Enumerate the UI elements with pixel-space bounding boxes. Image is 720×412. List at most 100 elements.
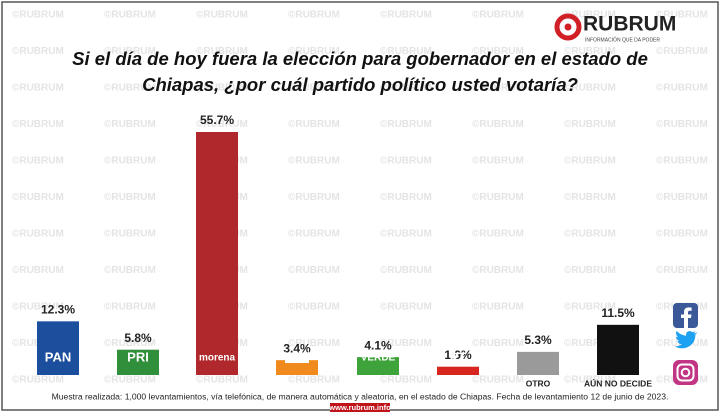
chart-title: Chiapas, ¿por cuál partido político uste… [142,74,578,95]
watermark: ©RUBRUM [656,229,708,240]
watermarks: ©RUBRUM ©RUBRUM ©RUBRUM ©RUBRUM ©RUBRUM ©RUBR… [12,10,708,386]
facebook-glyph [681,307,692,328]
watermark: ©RUBRUM [196,119,248,130]
value-label: 4.1% [364,338,392,352]
footnote: Muestra realizada: 1,000 levantamientos,… [52,391,669,401]
watermark: ©RUBRUM [12,156,64,167]
watermark: ©RUBRUM [380,375,432,386]
watermark: ©RUBRUM [288,229,340,240]
watermark: ©RUBRUM [288,302,340,313]
watermark: ©RUBRUM [564,10,616,21]
value-label: 55.7% [200,113,234,127]
watermark: ©RUBRUM [288,192,340,203]
watermark: ©RUBRUM [104,302,156,313]
watermark: ©RUBRUM [656,10,708,21]
brand-logo [554,13,582,41]
watermark: ©RUBRUM [564,229,616,240]
value-label: 5.3% [524,333,552,347]
watermark: ©RUBRUM [104,10,156,21]
category-label: morena [199,353,236,364]
url[interactable]: www.rubrum.info [328,403,391,412]
watermark: ©RUBRUM [472,302,524,313]
brand-name: RUBRUM [583,13,676,36]
watermark: ©RUBRUM [12,83,64,94]
watermark: ©RUBRUM [656,192,708,203]
watermark: ©RUBRUM [472,375,524,386]
watermark: ©RUBRUM [656,46,708,57]
bar-group: 3.4% [276,341,318,375]
social-icons [673,303,698,385]
watermark: ©RUBRUM [564,46,616,57]
url-band [330,403,390,412]
watermark: ©RUBRUM [12,119,64,130]
value-label: 11.5% [601,306,635,320]
watermark: ©RUBRUM [564,156,616,167]
bar [517,351,559,375]
twitter-icon[interactable] [674,330,698,349]
bar [437,366,479,375]
watermark: ©RUBRUM [380,302,432,313]
watermark: ©RUBRUM [472,83,524,94]
watermark: ©RUBRUM [196,83,248,94]
watermark: ©RUBRUM [472,46,524,57]
watermark: ©RUBRUM [104,192,156,203]
instagram-lens [680,367,691,378]
value-label: 5.8% [124,331,152,345]
watermark: ©RUBRUM [288,156,340,167]
watermark: ©RUBRUM [564,375,616,386]
watermark: ©RUBRUM [564,265,616,276]
watermark: ©RUBRUM [564,83,616,94]
watermark: ©RUBRUM [104,265,156,276]
watermark: ©RUBRUM [288,338,340,349]
watermark: ©RUBRUM [288,119,340,130]
brand-logo-dot [564,23,572,31]
watermark: ©RUBRUM [656,83,708,94]
watermark: ©RUBRUM [564,192,616,203]
watermark: ©RUBRUM [472,338,524,349]
watermark: ©RUBRUM [656,265,708,276]
watermark: ©RUBRUM [104,338,156,349]
bar [196,132,238,375]
watermark: ©RUBRUM [656,119,708,130]
watermark: ©RUBRUM [380,119,432,130]
brand-tagline: INFORMACIÓN QUE DA PODER [585,36,660,43]
category-label: VERDE [361,353,396,364]
bar [37,321,79,375]
watermark: ©RUBRUM [104,46,156,57]
watermark: ©RUBRUM [196,375,248,386]
watermark: ©RUBRUM [472,229,524,240]
watermark: ©RUBRUM [104,375,156,386]
watermark: ©RUBRUM [564,302,616,313]
bar-group: 4.1%VERDE [357,338,399,375]
watermark: ©RUBRUM [380,10,432,21]
bar-group: 1.9%PT [437,348,479,375]
watermark: ©RUBRUM [104,156,156,167]
watermark: ©RUBRUM [196,46,248,57]
watermark: ©RUBRUM [380,338,432,349]
watermark: ©RUBRUM [564,338,616,349]
watermark: ©RUBRUM [12,229,64,240]
bar-group: 55.7% morena [196,113,238,375]
watermark: ©RUBRUM [380,83,432,94]
category-label: PAN [45,349,71,364]
watermark: ©RUBRUM [472,156,524,167]
watermark: ©RUBRUM [564,119,616,130]
watermark: ©RUBRUM [196,10,248,21]
watermark: ©RUBRUM [104,119,156,130]
watermark: ©RUBRUM [12,46,64,57]
bar-group: 12.3% PAN [37,303,79,375]
watermark: ©RUBRUM [380,46,432,57]
watermark: ©RUBRUM [380,229,432,240]
bar-group: 5.3% OTRO [517,333,559,388]
watermark: ©RUBRUM [472,10,524,21]
value-label: 1.9% [444,348,472,362]
bar-group: 5.8% PRI [117,331,159,375]
watermark: ©RUBRUM [104,83,156,94]
watermark: ©RUBRUM [288,83,340,94]
watermark: ©RUBRUM [656,156,708,167]
watermark: ©RUBRUM [12,302,64,313]
instagram-glyph [676,363,695,382]
watermark: ©RUBRUM [472,192,524,203]
watermark: ©RUBRUM [12,375,64,386]
